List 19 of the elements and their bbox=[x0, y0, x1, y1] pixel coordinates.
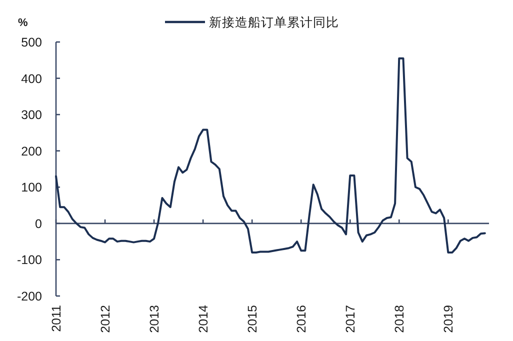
y-axis-title: % bbox=[18, 17, 28, 29]
x-tick-label: 2015 bbox=[246, 304, 260, 333]
x-tick-label: 2016 bbox=[294, 304, 309, 333]
x-tick-label: 2013 bbox=[148, 304, 162, 333]
x-tick-label: 2019 bbox=[442, 304, 456, 333]
y-tick-label: 200 bbox=[21, 144, 42, 158]
y-tick-label: 300 bbox=[21, 108, 42, 122]
y-tick-label: -100 bbox=[16, 253, 42, 268]
x-tick-label: 2012 bbox=[98, 304, 113, 333]
y-tick-label: 100 bbox=[21, 180, 42, 195]
x-tick-label: 2014 bbox=[196, 304, 211, 333]
y-tick-label: 400 bbox=[21, 72, 42, 86]
legend-label: 新接造船订单累计同比 bbox=[209, 16, 339, 30]
y-tick-label: 500 bbox=[21, 36, 42, 50]
x-tick-label: 2011 bbox=[50, 304, 64, 332]
y-tick-label: 0 bbox=[35, 216, 42, 231]
x-tick-label: 2018 bbox=[392, 304, 407, 333]
x-tick-label: 2017 bbox=[344, 304, 358, 333]
y-tick-label: -200 bbox=[16, 290, 42, 304]
